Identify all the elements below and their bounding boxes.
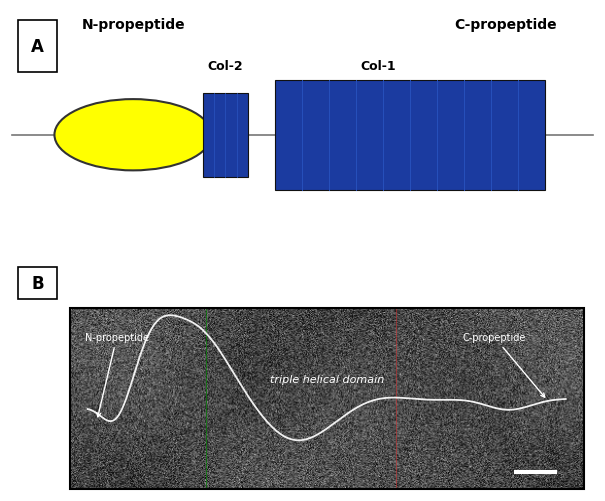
Text: Col-1: Col-1: [361, 60, 396, 73]
Text: A: A: [31, 38, 44, 56]
Bar: [275, 81, 544, 190]
Bar: [18, 21, 57, 73]
Bar: [203, 94, 248, 177]
Text: Col-2: Col-2: [208, 60, 243, 73]
Text: N-propeptide: N-propeptide: [81, 18, 185, 32]
Text: N-propeptide: N-propeptide: [85, 333, 149, 417]
Bar: [18, 268, 57, 299]
Ellipse shape: [54, 100, 212, 171]
Text: triple helical domain: triple helical domain: [270, 375, 384, 385]
Text: C-propeptide: C-propeptide: [454, 18, 557, 32]
Bar: [70, 309, 584, 489]
Text: B: B: [31, 275, 44, 293]
Text: C-propeptide: C-propeptide: [463, 333, 544, 397]
